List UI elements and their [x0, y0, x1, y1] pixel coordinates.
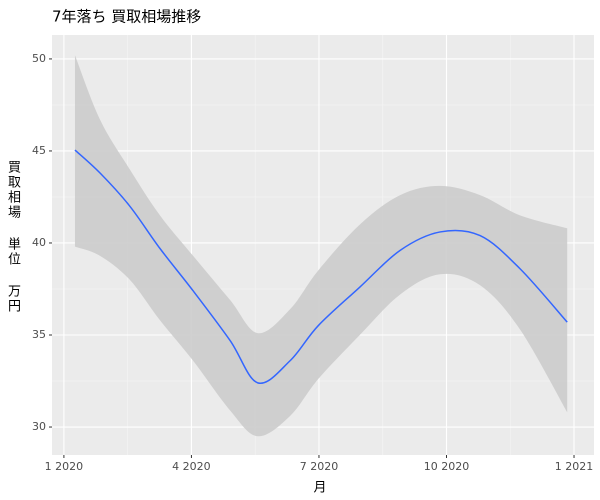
x-axis-label: 月 — [313, 481, 326, 496]
smooth-line — [74, 149, 568, 385]
x-tick-label: 4 2020 — [172, 460, 211, 473]
x-tick-label: 10 2020 — [424, 460, 470, 473]
y-tick-label: 50 — [32, 52, 46, 65]
y-tick-label: 30 — [32, 420, 46, 433]
y-tick-label: 40 — [32, 236, 46, 249]
y-tick-label: 45 — [32, 144, 46, 157]
y-tick-label: 35 — [32, 328, 46, 341]
x-tick-label: 7 2020 — [300, 460, 339, 473]
x-tick-label: 1 2020 — [45, 460, 84, 473]
chart-title: 7年落ち 買取相場推移 — [52, 8, 201, 26]
x-tick-label: 1 2021 — [555, 460, 594, 473]
y-axis-label: 買取相場 単位 万円 — [5, 160, 20, 314]
confidence-band — [74, 55, 568, 437]
